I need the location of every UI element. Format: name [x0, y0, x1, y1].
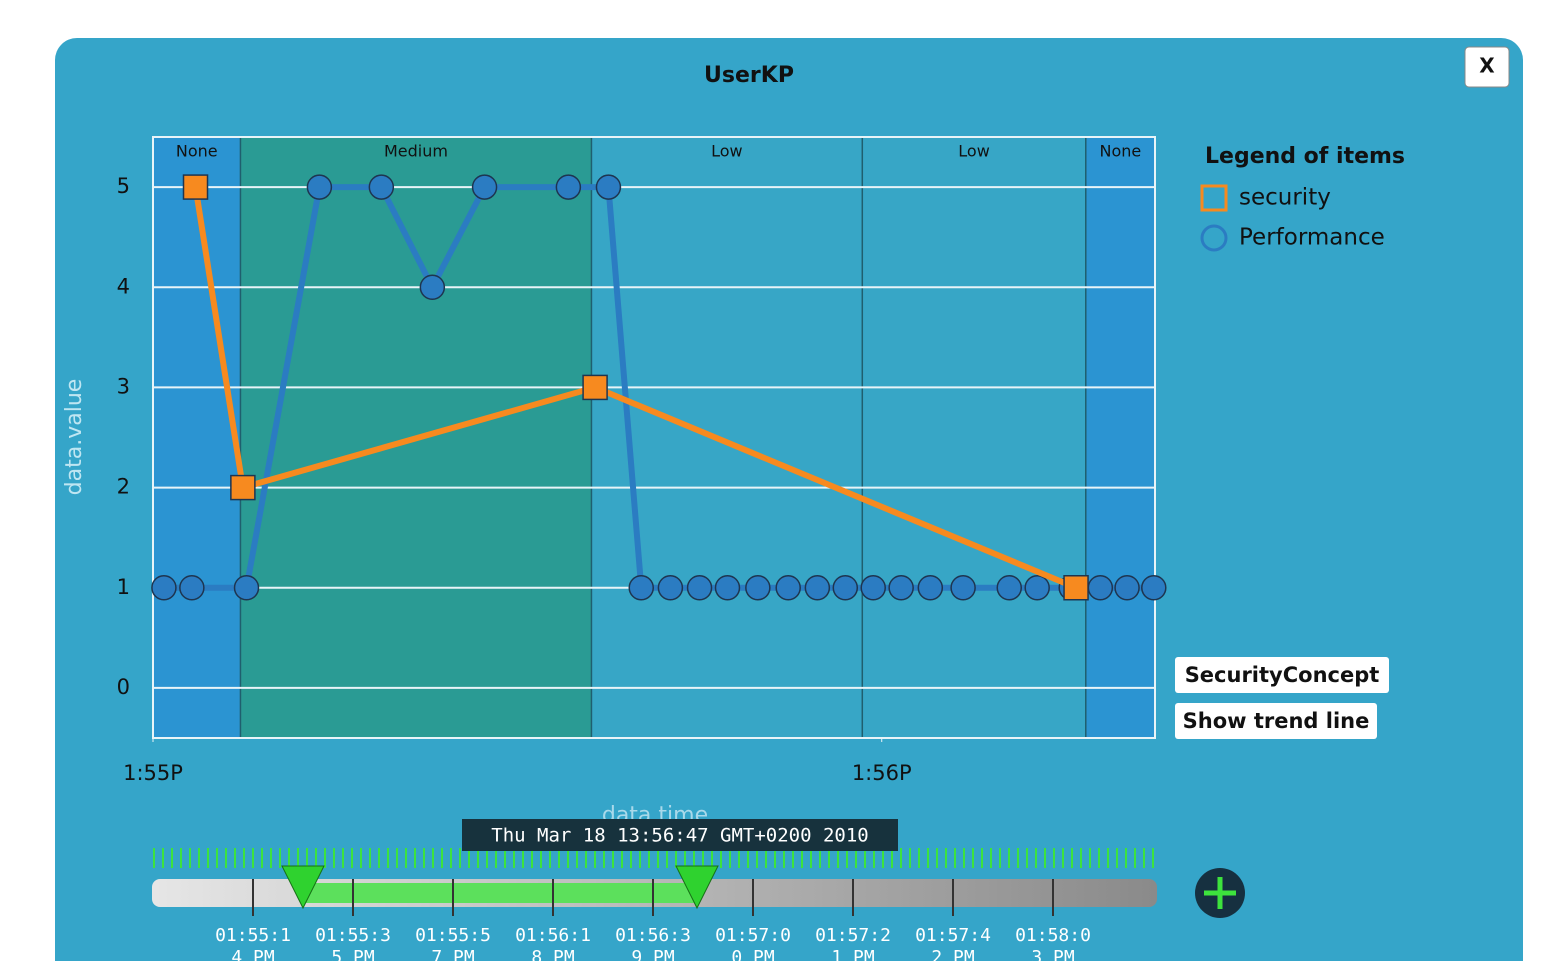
- point: [804, 575, 831, 601]
- band: [1085, 137, 1155, 738]
- slider-tick-label: 01:56:1: [515, 925, 591, 946]
- legend-marker: [1200, 184, 1228, 212]
- point: [233, 575, 260, 601]
- point: [230, 474, 256, 501]
- band-label: Low: [958, 142, 990, 161]
- point: [832, 575, 859, 601]
- point: [368, 174, 395, 200]
- slider-handle[interactable]: [675, 865, 719, 910]
- slider-tick-label: 01:55:5: [415, 925, 491, 946]
- y-tick-label: 5: [117, 174, 130, 198]
- button-box[interactable]: [1175, 657, 1389, 693]
- point: [657, 575, 684, 601]
- slider-tick-label: 2 PM: [931, 947, 975, 961]
- tooltip-text: Thu Mar 18 13:56:47 GMT+0200 2010: [491, 825, 869, 847]
- point: [860, 575, 886, 601]
- point: [1087, 575, 1114, 601]
- legend-title: Legend of items: [1205, 144, 1405, 169]
- point: [179, 575, 205, 601]
- legend-label: security: [1239, 185, 1331, 211]
- point: [1141, 575, 1167, 601]
- slider-tick-label: 01:58:0: [1015, 925, 1091, 946]
- slider-tick-label: 0 PM: [731, 947, 775, 961]
- point: [582, 374, 608, 401]
- slider-tick-label: 01:57:4: [915, 925, 991, 946]
- slider-tick-label: 01:56:3: [615, 925, 691, 946]
- band-label: Medium: [384, 142, 448, 161]
- y-tick-label: 0: [117, 675, 130, 699]
- slider-selection[interactable]: [303, 883, 700, 903]
- zoom-plus[interactable]: [1204, 877, 1236, 909]
- point: [714, 575, 741, 601]
- point: [996, 575, 1023, 601]
- legend-marker: [1200, 224, 1228, 252]
- point: [686, 575, 713, 601]
- slider-tick-label: 4 PM: [231, 947, 275, 961]
- y-tick-label: 2: [117, 475, 130, 499]
- point: [745, 575, 771, 601]
- close-box[interactable]: [1464, 46, 1510, 88]
- slider-tick-label: 01:57:2: [815, 925, 891, 946]
- event-ticks: [152, 848, 1157, 868]
- band-label: Low: [711, 142, 743, 161]
- slider-tick-label: 01:57:0: [715, 925, 791, 946]
- tooltip: [462, 819, 898, 851]
- point: [1063, 575, 1089, 601]
- slider-tick-label: 5 PM: [331, 947, 375, 961]
- y-axis-label: data.value: [62, 379, 87, 496]
- button-label[interactable]: Show trend line: [1183, 709, 1370, 733]
- point: [182, 174, 209, 200]
- point: [1114, 575, 1140, 601]
- point: [950, 575, 976, 601]
- band: [153, 137, 241, 738]
- x-tick-label: 1:55P: [123, 761, 183, 785]
- slider-handle[interactable]: [281, 865, 325, 910]
- band-label: None: [176, 142, 218, 161]
- chart-title: UserKP: [704, 63, 794, 88]
- button[interactable]: SecurityConcept: [1175, 657, 1389, 693]
- point: [595, 174, 622, 200]
- slider-tick-label: 7 PM: [431, 947, 475, 961]
- y-tick-label: 1: [117, 575, 130, 599]
- slider-tick-label: 3 PM: [1031, 947, 1075, 961]
- x-tick-label: 1:56P: [852, 761, 912, 785]
- slider-tick-label: 9 PM: [631, 947, 675, 961]
- legend-label: Performance: [1239, 225, 1385, 251]
- point: [306, 174, 333, 200]
- point: [775, 575, 801, 601]
- y-tick-label: 3: [117, 374, 130, 398]
- band: [862, 137, 1086, 738]
- point: [419, 274, 446, 300]
- point: [555, 174, 582, 200]
- slider-tick-label: 8 PM: [531, 947, 575, 961]
- zoom-button[interactable]: [1195, 868, 1245, 918]
- point: [471, 174, 498, 200]
- slider-tick-label: 1 PM: [831, 947, 875, 961]
- close-button[interactable]: X: [1464, 46, 1510, 88]
- button-label[interactable]: SecurityConcept: [1185, 663, 1380, 687]
- band-label: None: [1100, 142, 1142, 161]
- slider-tick-label: 01:55:3: [315, 925, 391, 946]
- button-box[interactable]: [1175, 703, 1377, 739]
- band: [591, 137, 863, 738]
- point: [917, 575, 944, 601]
- point: [628, 575, 654, 601]
- slider-tick-label: 01:55:1: [215, 925, 291, 946]
- plot-frame: [152, 136, 1156, 739]
- series-line: [192, 186, 1078, 591]
- point: [1024, 575, 1050, 601]
- button[interactable]: Show trend line: [1175, 703, 1377, 739]
- point: [151, 575, 177, 601]
- y-tick-label: 4: [117, 274, 130, 298]
- close-label[interactable]: X: [1479, 54, 1495, 78]
- point: [888, 575, 914, 601]
